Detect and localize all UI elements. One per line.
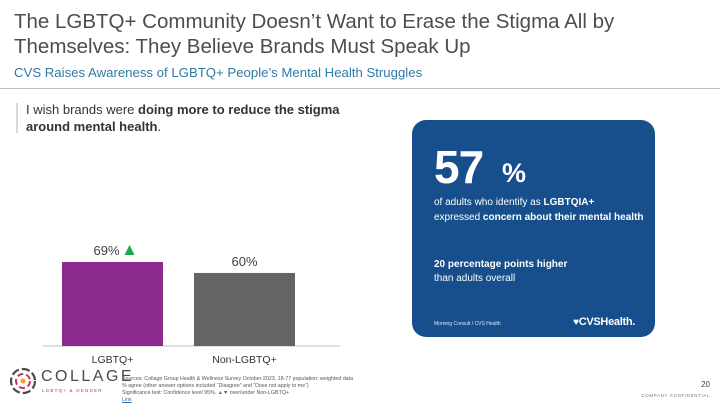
page-number: 20 xyxy=(701,380,710,389)
significance-up-icon xyxy=(124,245,135,255)
sources-line3: Significance test: Confidence level 95%.… xyxy=(122,390,422,397)
bar-chart-svg: 69% LGBTQ+ 60% Non-LGBTQ+ xyxy=(43,243,340,366)
card-source: Morning Consult / CVS Health xyxy=(434,321,501,327)
bar-value-label: 69% xyxy=(93,243,119,258)
question-suffix: . xyxy=(157,119,162,134)
bar-non-lgbtq- xyxy=(194,272,295,346)
up-triangle-icon: ▲ xyxy=(217,390,223,396)
cvs-logo-text: CVSHealth. xyxy=(578,316,636,328)
collage-logo-mark-icon xyxy=(9,367,37,395)
down-triangle-icon: ▼ xyxy=(222,390,229,396)
collage-logo-subtext: LGBTQ+ & GENDER xyxy=(42,388,103,393)
title-divider xyxy=(0,88,720,89)
sources-line3-prefix: Significance test: Confidence level 95%. xyxy=(122,390,217,396)
collage-logo: COLLAGE LGBTQ+ & GENDER xyxy=(8,364,132,400)
question-prefix: I wish brands were xyxy=(26,102,138,117)
stat-line1: of adults who identify as xyxy=(434,197,544,208)
bar-lgbtq- xyxy=(62,262,163,346)
question-bold: doing more to reduce the stigma around m… xyxy=(26,102,340,134)
stat-card: 57 % of adults who identify as LGBTQIA+ … xyxy=(412,120,655,337)
stat-number: 57 xyxy=(434,141,484,193)
lead-accent-bar xyxy=(16,103,18,133)
sources-link[interactable]: Link xyxy=(122,397,132,403)
slide-title: The LGBTQ+ Community Doesn’t Want to Era… xyxy=(14,10,615,58)
stat-line3-bold: 20 percentage points higher xyxy=(434,259,568,270)
category-label: Non-LGBTQ+ xyxy=(212,354,276,366)
stat-line3: than adults overall xyxy=(434,273,516,284)
slide-subtitle: CVS Raises Awareness of LGBTQ+ People’s … xyxy=(14,65,423,80)
confidential-label: COMPANY CONFIDENTIAL xyxy=(641,393,710,398)
sources-line3-suffix: over/under Non-LGBTQ+ xyxy=(229,390,290,396)
stat-line2-bold: concern about their mental health xyxy=(482,212,644,223)
stat-description: of adults who identify as LGBTQIA+ expre… xyxy=(434,195,644,225)
sources-note: Sources: Collage Group Health & Wellness… xyxy=(122,376,422,404)
chart-question: I wish brands were doing more to reduce … xyxy=(26,101,356,135)
stat-unit: % xyxy=(502,158,527,188)
heart-icon: ♥ xyxy=(573,317,579,328)
sources-line1: Sources: Collage Group Health & Wellness… xyxy=(122,376,354,382)
collage-logo-word: COLLAGE xyxy=(41,368,135,385)
stat-line2: expressed xyxy=(434,212,483,223)
bar-value-label: 60% xyxy=(231,254,257,269)
bar-chart: 69% LGBTQ+ 60% Non-LGBTQ+ xyxy=(0,150,400,380)
category-label: LGBTQ+ xyxy=(92,354,134,366)
sources-line2: % agree (other answer options included “… xyxy=(122,383,309,389)
cvs-health-logo: ♥CVSHealth. xyxy=(573,316,635,328)
stat-line1-bold: LGBTQIA+ xyxy=(543,197,595,208)
stat-comparison: 20 percentage points higher than adults … xyxy=(434,258,644,286)
